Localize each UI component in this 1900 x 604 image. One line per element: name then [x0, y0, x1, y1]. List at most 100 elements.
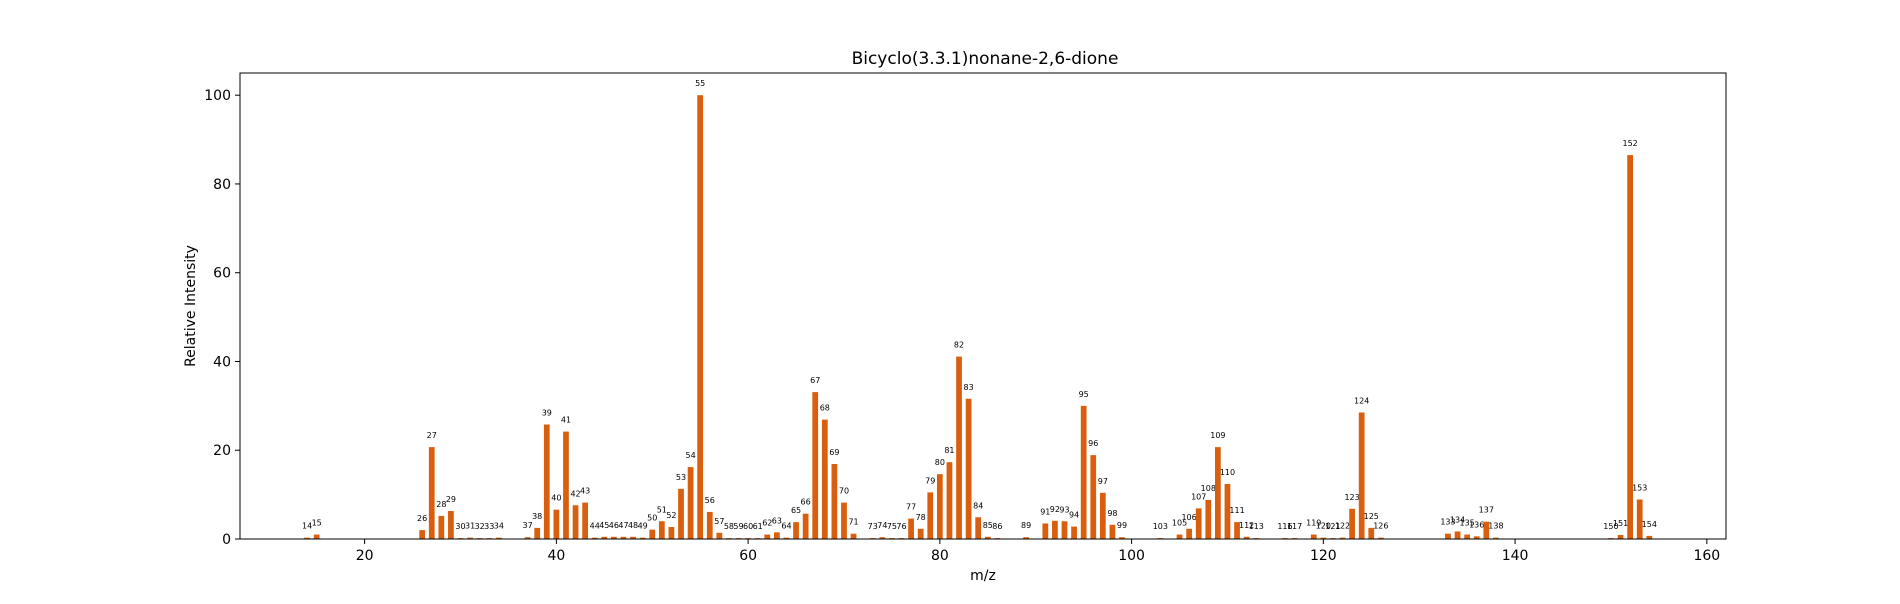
bar: [1243, 536, 1250, 539]
peak-label: 98: [1107, 509, 1117, 518]
peak-label: 75: [887, 522, 897, 531]
peak-label: 150: [1603, 522, 1618, 531]
bar: [1023, 537, 1030, 539]
bar: [1464, 534, 1471, 539]
bar: [572, 505, 579, 539]
peak-label: 64: [781, 522, 791, 531]
x-tick-label: 80: [931, 548, 949, 564]
bar: [965, 398, 972, 539]
bar: [975, 517, 982, 539]
bar: [812, 392, 819, 539]
bar: [1310, 534, 1317, 539]
bar: [1617, 535, 1624, 539]
peak-label: 109: [1210, 431, 1225, 440]
plot-frame: [239, 72, 1727, 540]
peak-label: 55: [695, 79, 705, 88]
bar: [956, 356, 962, 539]
x-tick-label: 20: [356, 548, 374, 564]
peak-label: 54: [685, 451, 695, 460]
peak-label: 49: [638, 522, 648, 531]
y-tick-label: 80: [213, 177, 231, 193]
x-tick-label: 120: [1310, 548, 1337, 564]
bar: [1483, 521, 1490, 539]
peak-label: 119: [1306, 519, 1321, 528]
bar: [1224, 483, 1231, 539]
peak-label: 29: [446, 495, 456, 504]
bar: [1195, 508, 1202, 539]
peak-label: 76: [896, 522, 906, 531]
peak-label: 69: [829, 448, 839, 457]
bar: [1080, 405, 1087, 539]
bar: [687, 467, 694, 539]
peak-label: 48: [628, 521, 638, 530]
peak-label: 40: [551, 494, 561, 503]
peak-label: 126: [1373, 522, 1388, 531]
bar: [611, 536, 617, 539]
bar: [582, 502, 589, 539]
peak-label: 154: [1642, 520, 1657, 529]
bar: [563, 431, 569, 539]
peak-label: 92: [1050, 505, 1060, 514]
bar: [764, 534, 771, 539]
peak-label: 62: [762, 519, 772, 528]
bar: [1090, 455, 1097, 539]
peak-label: 107: [1191, 492, 1206, 501]
peak-label: 136: [1469, 520, 1484, 529]
peak-label: 95: [1079, 390, 1089, 399]
peak-label: 53: [676, 473, 686, 482]
peak-label: 151: [1613, 519, 1628, 528]
peak-label: 14: [302, 522, 312, 531]
bar: [879, 537, 886, 539]
bar: [419, 530, 426, 539]
x-tick-label: 100: [1118, 548, 1145, 564]
bar: [1052, 520, 1058, 539]
bar: [946, 462, 953, 539]
bar: [1377, 537, 1384, 539]
peak-label: 68: [820, 404, 830, 413]
peak-label: 37: [523, 521, 533, 530]
peak-label: 71: [848, 518, 858, 527]
bar: [553, 509, 560, 539]
chart-title: Bicyclo(3.3.1)nonane-2,6-dione: [852, 49, 1119, 69]
peak-label: 44: [590, 522, 600, 531]
bar: [841, 502, 847, 539]
peak-label: 110: [1220, 468, 1235, 477]
y-tick-label: 100: [204, 88, 231, 104]
bar: [697, 95, 704, 539]
bar: [428, 447, 435, 539]
peak-label: 67: [810, 376, 820, 385]
bar: [1493, 537, 1499, 539]
peak-label: 70: [839, 487, 849, 496]
bar: [1349, 508, 1355, 539]
bar: [438, 515, 445, 539]
peak-label: 81: [944, 446, 954, 455]
bar: [534, 527, 541, 539]
bar: [1109, 524, 1116, 539]
peak-label: 66: [801, 498, 811, 507]
y-tick-label: 40: [213, 354, 231, 370]
peak-label: 31: [465, 522, 475, 531]
peak-label: 39: [542, 409, 552, 418]
peak-label: 112: [1239, 521, 1254, 530]
peak-label: 60: [743, 522, 753, 531]
peak-label: 99: [1117, 521, 1127, 530]
peak-label: 120: [1316, 522, 1331, 531]
bar: [304, 537, 310, 539]
peak-label: 113: [1249, 522, 1264, 531]
peak-label: 74: [877, 521, 887, 530]
bar: [1636, 499, 1643, 539]
peak-label: 125: [1364, 512, 1379, 521]
bar: [448, 511, 454, 539]
bar: [917, 528, 924, 539]
peak-label: 61: [753, 522, 763, 531]
peak-label: 43: [580, 487, 590, 496]
bar: [678, 488, 684, 539]
x-tick-label: 40: [547, 548, 565, 564]
peak-label: 27: [427, 431, 437, 440]
peak-label: 41: [561, 416, 571, 425]
y-axis: 0 20 40 60 80 100: [204, 88, 240, 548]
peak-label: 153: [1632, 484, 1647, 493]
peak-label: 96: [1088, 439, 1098, 448]
peak-label: 108: [1201, 484, 1216, 493]
